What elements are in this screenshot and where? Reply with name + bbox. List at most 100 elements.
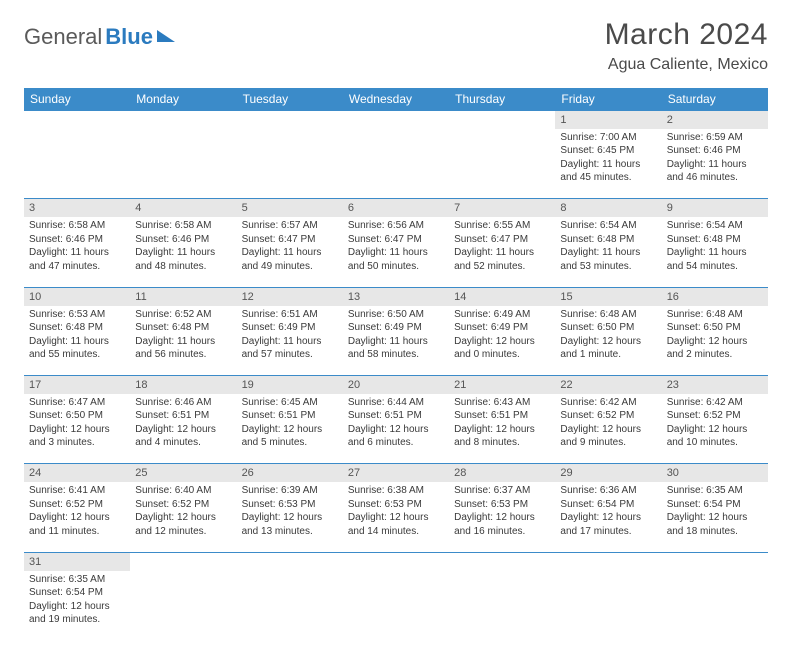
sunset-line: Sunset: 6:48 PM: [667, 233, 763, 247]
sunrise-line: Sunrise: 6:38 AM: [348, 484, 444, 498]
day-number-cell: [24, 111, 130, 129]
day-number: 5: [242, 201, 338, 216]
sunset-line: Sunset: 6:52 PM: [667, 409, 763, 423]
day-number: 22: [560, 378, 656, 393]
sunset-line: Sunset: 6:50 PM: [560, 321, 656, 335]
sunset-line: Sunset: 6:48 PM: [560, 233, 656, 247]
sunset-line: Sunset: 6:50 PM: [667, 321, 763, 335]
sunset-line: Sunset: 6:53 PM: [454, 498, 550, 512]
day-cell: Sunrise: 6:46 AMSunset: 6:51 PMDaylight:…: [130, 394, 236, 464]
day-number-cell: 21: [449, 376, 555, 394]
day-number-row: 31: [24, 552, 768, 570]
day-cell: [24, 129, 130, 199]
weekday-header: Wednesday: [343, 88, 449, 111]
day-cell: [237, 571, 343, 641]
day-cell: Sunrise: 6:43 AMSunset: 6:51 PMDaylight:…: [449, 394, 555, 464]
day-number-cell: [555, 552, 661, 570]
sunrise-line: Sunrise: 6:54 AM: [560, 219, 656, 233]
daylight-line: Daylight: 12 hours and 8 minutes.: [454, 423, 550, 450]
day-number-cell: 31: [24, 552, 130, 570]
day-cell: Sunrise: 6:42 AMSunset: 6:52 PMDaylight:…: [662, 394, 768, 464]
day-cell: Sunrise: 6:51 AMSunset: 6:49 PMDaylight:…: [237, 306, 343, 376]
day-cell: Sunrise: 6:35 AMSunset: 6:54 PMDaylight:…: [662, 482, 768, 552]
daylight-line: Daylight: 12 hours and 18 minutes.: [667, 511, 763, 538]
day-number: 28: [454, 466, 550, 481]
day-number-cell: 5: [237, 199, 343, 217]
sunset-line: Sunset: 6:51 PM: [242, 409, 338, 423]
day-number-cell: [130, 111, 236, 129]
sunset-line: Sunset: 6:51 PM: [348, 409, 444, 423]
sunrise-line: Sunrise: 6:35 AM: [667, 484, 763, 498]
day-cell: Sunrise: 6:54 AMSunset: 6:48 PMDaylight:…: [662, 217, 768, 287]
daylight-line: Daylight: 12 hours and 16 minutes.: [454, 511, 550, 538]
day-number: 31: [29, 555, 125, 570]
daylight-line: Daylight: 12 hours and 5 minutes.: [242, 423, 338, 450]
daylight-line: Daylight: 12 hours and 19 minutes.: [29, 600, 125, 627]
day-number: 2: [667, 113, 763, 128]
sunrise-line: Sunrise: 6:41 AM: [29, 484, 125, 498]
daylight-line: Daylight: 11 hours and 48 minutes.: [135, 246, 231, 273]
page-title: March 2024: [605, 18, 768, 52]
day-number-cell: 13: [343, 287, 449, 305]
day-cell: Sunrise: 6:45 AMSunset: 6:51 PMDaylight:…: [237, 394, 343, 464]
weekday-header: Sunday: [24, 88, 130, 111]
day-cell: Sunrise: 6:38 AMSunset: 6:53 PMDaylight:…: [343, 482, 449, 552]
sunrise-line: Sunrise: 6:36 AM: [560, 484, 656, 498]
daylight-line: Daylight: 11 hours and 53 minutes.: [560, 246, 656, 273]
daylight-line: Daylight: 12 hours and 14 minutes.: [348, 511, 444, 538]
day-number-cell: 29: [555, 464, 661, 482]
sunset-line: Sunset: 6:49 PM: [348, 321, 444, 335]
day-number: 17: [29, 378, 125, 393]
day-cell: [555, 571, 661, 641]
day-cell: Sunrise: 6:42 AMSunset: 6:52 PMDaylight:…: [555, 394, 661, 464]
sunrise-line: Sunrise: 6:40 AM: [135, 484, 231, 498]
day-cell: Sunrise: 6:58 AMSunset: 6:46 PMDaylight:…: [130, 217, 236, 287]
day-number-cell: 25: [130, 464, 236, 482]
sunset-line: Sunset: 6:51 PM: [454, 409, 550, 423]
sunset-line: Sunset: 6:52 PM: [135, 498, 231, 512]
day-number: 30: [667, 466, 763, 481]
day-number-cell: 27: [343, 464, 449, 482]
sunrise-line: Sunrise: 6:50 AM: [348, 308, 444, 322]
day-cell: Sunrise: 6:49 AMSunset: 6:49 PMDaylight:…: [449, 306, 555, 376]
day-cell: Sunrise: 6:55 AMSunset: 6:47 PMDaylight:…: [449, 217, 555, 287]
day-number-cell: 30: [662, 464, 768, 482]
day-detail-row: Sunrise: 6:58 AMSunset: 6:46 PMDaylight:…: [24, 217, 768, 287]
day-number-cell: [662, 552, 768, 570]
day-number: 25: [135, 466, 231, 481]
sunrise-line: Sunrise: 6:49 AM: [454, 308, 550, 322]
day-detail-row: Sunrise: 6:47 AMSunset: 6:50 PMDaylight:…: [24, 394, 768, 464]
day-number-cell: [449, 552, 555, 570]
sunrise-line: Sunrise: 6:59 AM: [667, 131, 763, 145]
sunset-line: Sunset: 6:46 PM: [29, 233, 125, 247]
day-number-cell: 20: [343, 376, 449, 394]
sunrise-line: Sunrise: 6:37 AM: [454, 484, 550, 498]
sunset-line: Sunset: 6:52 PM: [560, 409, 656, 423]
daylight-line: Daylight: 12 hours and 6 minutes.: [348, 423, 444, 450]
day-cell: Sunrise: 6:41 AMSunset: 6:52 PMDaylight:…: [24, 482, 130, 552]
day-detail-row: Sunrise: 6:41 AMSunset: 6:52 PMDaylight:…: [24, 482, 768, 552]
day-cell: [237, 129, 343, 199]
sunset-line: Sunset: 6:49 PM: [454, 321, 550, 335]
sunset-line: Sunset: 6:52 PM: [29, 498, 125, 512]
day-detail-row: Sunrise: 6:35 AMSunset: 6:54 PMDaylight:…: [24, 571, 768, 641]
sunrise-line: Sunrise: 6:39 AM: [242, 484, 338, 498]
day-number-cell: 11: [130, 287, 236, 305]
sunrise-line: Sunrise: 6:42 AM: [560, 396, 656, 410]
day-number-cell: 10: [24, 287, 130, 305]
sunset-line: Sunset: 6:54 PM: [667, 498, 763, 512]
day-cell: [343, 129, 449, 199]
logo-text-general: General: [24, 24, 102, 50]
day-number: 7: [454, 201, 550, 216]
daylight-line: Daylight: 12 hours and 12 minutes.: [135, 511, 231, 538]
sunrise-line: Sunrise: 6:57 AM: [242, 219, 338, 233]
day-cell: Sunrise: 6:36 AMSunset: 6:54 PMDaylight:…: [555, 482, 661, 552]
calendar-body: 12Sunrise: 7:00 AMSunset: 6:45 PMDayligh…: [24, 111, 768, 641]
day-number-cell: 1: [555, 111, 661, 129]
day-number: 10: [29, 290, 125, 305]
sunrise-line: Sunrise: 6:45 AM: [242, 396, 338, 410]
day-number: 8: [560, 201, 656, 216]
day-cell: [449, 129, 555, 199]
daylight-line: Daylight: 11 hours and 47 minutes.: [29, 246, 125, 273]
daylight-line: Daylight: 12 hours and 4 minutes.: [135, 423, 231, 450]
